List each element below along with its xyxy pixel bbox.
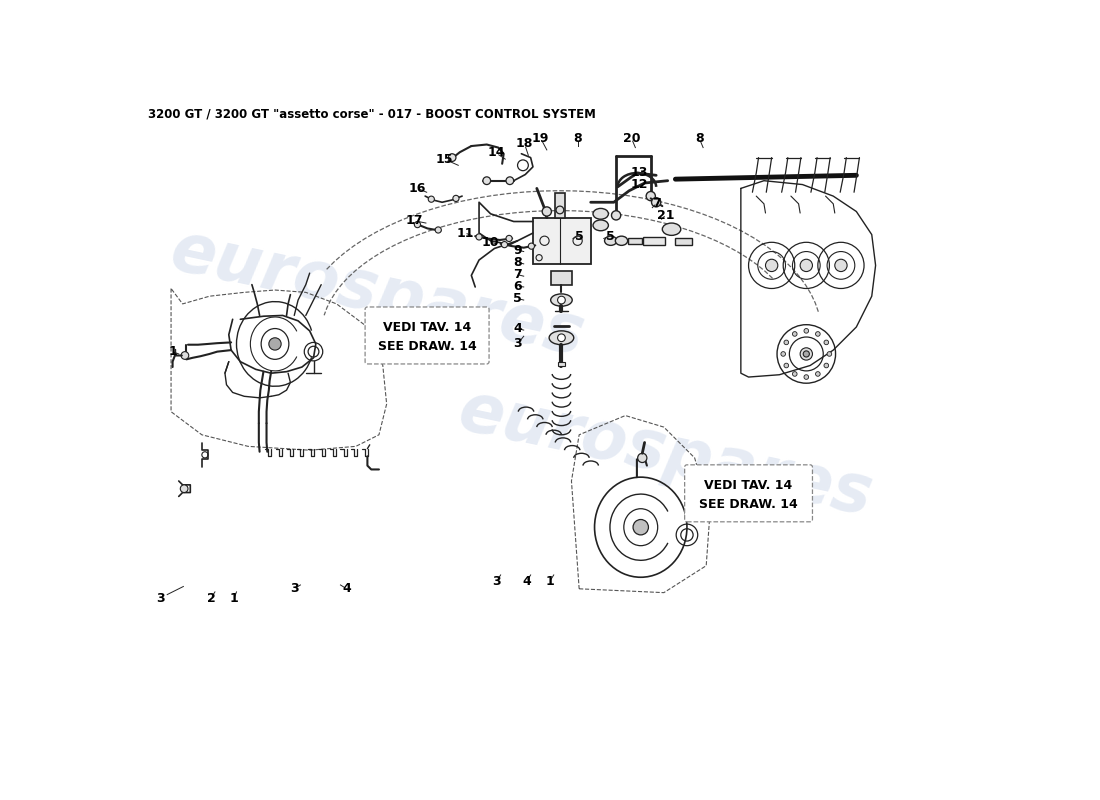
Text: 7: 7 [652, 198, 660, 210]
Circle shape [646, 191, 656, 201]
Text: 3: 3 [290, 582, 298, 595]
Circle shape [803, 351, 810, 357]
Text: 10: 10 [482, 236, 499, 249]
Circle shape [835, 259, 847, 271]
Text: 4: 4 [342, 582, 351, 595]
Circle shape [436, 227, 441, 233]
Text: 5: 5 [514, 292, 521, 305]
Ellipse shape [615, 236, 628, 246]
Circle shape [428, 196, 435, 202]
Ellipse shape [549, 331, 574, 345]
Text: 15: 15 [436, 153, 453, 166]
Text: VEDI TAV. 14: VEDI TAV. 14 [704, 479, 793, 492]
Text: VEDI TAV. 14: VEDI TAV. 14 [383, 321, 471, 334]
Text: 8: 8 [695, 132, 704, 145]
Bar [554, 193, 565, 218]
Circle shape [634, 519, 649, 535]
FancyBboxPatch shape [365, 307, 490, 364]
Bar [551, 270, 572, 285]
Circle shape [804, 329, 808, 333]
Text: 9: 9 [514, 243, 521, 257]
Circle shape [453, 195, 459, 202]
Circle shape [506, 177, 514, 185]
Circle shape [792, 372, 798, 376]
Text: 7: 7 [514, 268, 521, 281]
Text: 3: 3 [156, 591, 165, 605]
Circle shape [824, 363, 828, 368]
Circle shape [415, 222, 420, 228]
Text: 4: 4 [514, 322, 521, 335]
Circle shape [800, 348, 813, 360]
Circle shape [558, 334, 565, 342]
Circle shape [502, 242, 507, 248]
Text: eurospares: eurospares [165, 217, 591, 370]
Text: 3: 3 [514, 338, 521, 350]
Circle shape [784, 363, 789, 368]
Text: 3: 3 [493, 574, 502, 587]
Circle shape [766, 259, 778, 271]
Text: 11: 11 [456, 226, 474, 239]
Circle shape [476, 234, 482, 240]
Ellipse shape [662, 223, 681, 235]
Ellipse shape [551, 294, 572, 306]
Circle shape [180, 485, 188, 493]
FancyBboxPatch shape [684, 465, 813, 522]
Circle shape [528, 243, 535, 250]
Text: 1: 1 [230, 591, 239, 605]
Bar [534, 218, 591, 264]
Text: 4: 4 [522, 574, 531, 587]
Circle shape [182, 352, 189, 359]
Circle shape [804, 374, 808, 379]
Text: 1: 1 [168, 345, 177, 358]
Ellipse shape [593, 209, 608, 219]
Text: 12: 12 [630, 178, 648, 191]
Circle shape [792, 332, 798, 336]
Text: 2: 2 [207, 591, 216, 605]
Bar [644, 237, 664, 245]
Circle shape [800, 259, 813, 271]
Circle shape [824, 340, 828, 345]
Text: SEE DRAW. 14: SEE DRAW. 14 [700, 498, 798, 511]
Text: 6: 6 [514, 280, 521, 293]
Circle shape [781, 352, 785, 356]
Text: 18: 18 [516, 138, 534, 150]
Text: 5: 5 [575, 230, 583, 242]
Text: 17: 17 [406, 214, 424, 227]
Text: 21: 21 [657, 209, 674, 222]
Circle shape [815, 332, 821, 336]
Bar [675, 238, 692, 245]
Circle shape [784, 340, 789, 345]
Bar [628, 238, 641, 244]
Circle shape [268, 338, 282, 350]
Bar [559, 362, 564, 366]
Circle shape [651, 198, 661, 207]
Ellipse shape [605, 236, 617, 246]
Circle shape [506, 235, 513, 242]
Ellipse shape [593, 220, 608, 230]
Text: 20: 20 [623, 132, 640, 145]
Text: 5: 5 [606, 230, 614, 242]
Text: 8: 8 [514, 256, 521, 269]
Text: 1: 1 [546, 574, 554, 587]
Text: SEE DRAW. 14: SEE DRAW. 14 [377, 341, 476, 354]
Circle shape [483, 177, 491, 185]
Text: 13: 13 [630, 166, 648, 179]
Text: eurospares: eurospares [452, 377, 878, 530]
Circle shape [558, 296, 565, 304]
Text: 3200 GT / 3200 GT "assetto corse" - 017 - BOOST CONTROL SYSTEM: 3200 GT / 3200 GT "assetto corse" - 017 … [147, 107, 596, 121]
Text: 14: 14 [487, 146, 505, 159]
Circle shape [449, 154, 456, 162]
Circle shape [612, 210, 620, 220]
Text: 8: 8 [573, 132, 582, 145]
Text: 19: 19 [532, 132, 549, 145]
Circle shape [542, 207, 551, 216]
Circle shape [557, 206, 564, 214]
Circle shape [815, 372, 821, 376]
Text: 16: 16 [409, 182, 426, 195]
Circle shape [638, 454, 647, 462]
Circle shape [827, 352, 832, 356]
